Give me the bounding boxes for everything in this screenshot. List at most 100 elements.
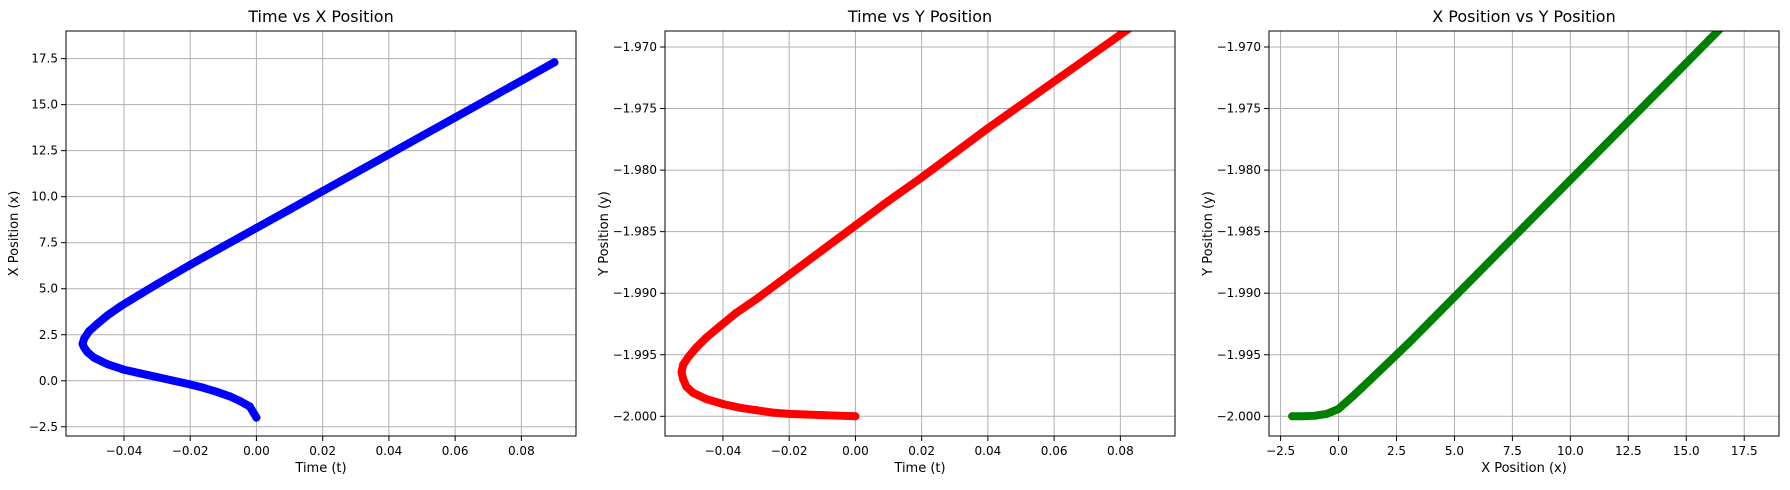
series-line <box>677 31 1133 421</box>
y-tick-label: −1.975 <box>613 102 657 116</box>
data-point <box>682 382 691 391</box>
data-point <box>950 148 959 157</box>
x-tick-label: 0.02 <box>908 444 935 458</box>
data-point <box>384 150 393 159</box>
data-point <box>1341 398 1350 407</box>
x-axis-label: Time (t) <box>893 461 945 476</box>
chart-panel-3: −2.5 0.0 2.5 5.0 7.5 10.0 12.5 15.0 17.5 −2.000 −1… <box>1201 6 1780 476</box>
data-point <box>715 322 724 331</box>
data-point <box>103 360 112 369</box>
data-point <box>1705 35 1714 44</box>
y-tick-label: −2.5 <box>29 420 58 434</box>
data-point <box>245 402 254 411</box>
y-tick-label: −1.970 <box>1217 40 1261 54</box>
x-tick-label: −2.5 <box>1266 444 1295 458</box>
data-point <box>702 333 711 342</box>
data-point <box>702 395 711 404</box>
x-tick-label: 12.5 <box>1615 444 1642 458</box>
data-point <box>752 406 761 415</box>
x-tick-label: 0.08 <box>508 444 535 458</box>
y-tick-label: −1.980 <box>613 163 657 177</box>
data-point <box>90 353 99 362</box>
x-tick-label: 0.06 <box>442 444 469 458</box>
data-point <box>85 327 94 336</box>
data-point <box>1682 59 1691 68</box>
data-point <box>1473 269 1482 278</box>
plot-frame <box>65 30 577 437</box>
data-point <box>1334 404 1343 413</box>
x-tick-label: 0.04 <box>975 444 1002 458</box>
x-tick-label: −0.02 <box>771 444 808 458</box>
data-point <box>225 392 234 401</box>
data-point <box>186 260 195 269</box>
data-point <box>93 319 102 328</box>
y-tick-label: −1.990 <box>1217 286 1261 300</box>
data-point <box>219 242 228 251</box>
data-point <box>689 388 698 397</box>
x-axis-label: Time (t) <box>294 461 346 476</box>
x-tick-label: 17.5 <box>1731 444 1758 458</box>
y-tick-label: 17.5 <box>31 52 58 66</box>
plot-frame <box>1268 30 1780 437</box>
y-tick-label: −1.995 <box>1217 348 1261 362</box>
x-axis-label: X Position (x) <box>1481 461 1567 476</box>
data-point <box>116 302 125 311</box>
data-point <box>851 412 860 421</box>
x-tick-label: −0.02 <box>172 444 209 458</box>
y-tick-label: 12.5 <box>31 144 58 158</box>
data-point <box>451 113 460 122</box>
data-point <box>1752 6 1760 14</box>
data-point <box>1659 82 1668 91</box>
data-point <box>735 403 744 412</box>
data-point <box>318 187 327 196</box>
data-point <box>1288 412 1297 421</box>
data-point <box>768 408 777 417</box>
y-tick-label: −1.975 <box>1217 102 1261 116</box>
data-point <box>785 409 794 418</box>
x-tick-label: 0.06 <box>1041 444 1068 458</box>
data-point <box>785 270 794 279</box>
x-tick-label: 7.5 <box>1503 444 1522 458</box>
data-point <box>1348 392 1357 401</box>
data-point <box>679 375 688 384</box>
data-point <box>1404 339 1413 348</box>
y-axis-label: Y Position (y) <box>1201 191 1216 277</box>
x-tick-label: −0.04 <box>106 444 143 458</box>
chart-panel-1: −0.04 −0.02 0.00 0.02 0.04 0.06 0.08 −2.5 0.0 2.5… <box>7 7 577 476</box>
data-point <box>801 410 810 419</box>
data-point <box>252 223 261 232</box>
data-point <box>1612 129 1621 138</box>
data-point <box>851 221 860 230</box>
x-tick-label: 0.00 <box>842 444 869 458</box>
y-axis-label: X Position (x) <box>7 191 22 277</box>
y-tick-label: 0.0 <box>39 374 58 388</box>
chart-title: Time vs X Position <box>247 7 393 26</box>
data-point <box>1380 361 1389 370</box>
x-tick-label: 0.0 <box>1329 444 1348 458</box>
x-tick-label: 5.0 <box>1445 444 1464 458</box>
y-tick-label: −2.000 <box>1217 409 1261 423</box>
series-1 <box>1288 6 1760 421</box>
data-point <box>351 168 360 177</box>
data-point <box>1543 199 1552 208</box>
data-point <box>1369 372 1378 381</box>
x-tick-label: −0.04 <box>705 444 742 458</box>
y-tick-label: −1.970 <box>613 40 657 54</box>
data-point <box>718 399 727 408</box>
y-tick-label: −1.985 <box>1217 225 1261 239</box>
data-point <box>186 380 195 389</box>
chart-panel-2: −0.04 −0.02 0.00 0.02 0.04 0.06 0.08 −2.000 −1.9… <box>597 7 1176 476</box>
data-point <box>550 58 559 67</box>
data-point <box>153 373 162 382</box>
data-point <box>285 205 294 214</box>
data-point <box>119 365 128 374</box>
data-point <box>418 131 427 140</box>
data-point <box>212 387 221 396</box>
data-point <box>1083 54 1092 63</box>
x-tick-label: 0.02 <box>309 444 336 458</box>
data-point <box>1017 100 1026 109</box>
data-point <box>1520 222 1528 231</box>
data-point <box>252 413 261 422</box>
data-point <box>517 76 526 85</box>
